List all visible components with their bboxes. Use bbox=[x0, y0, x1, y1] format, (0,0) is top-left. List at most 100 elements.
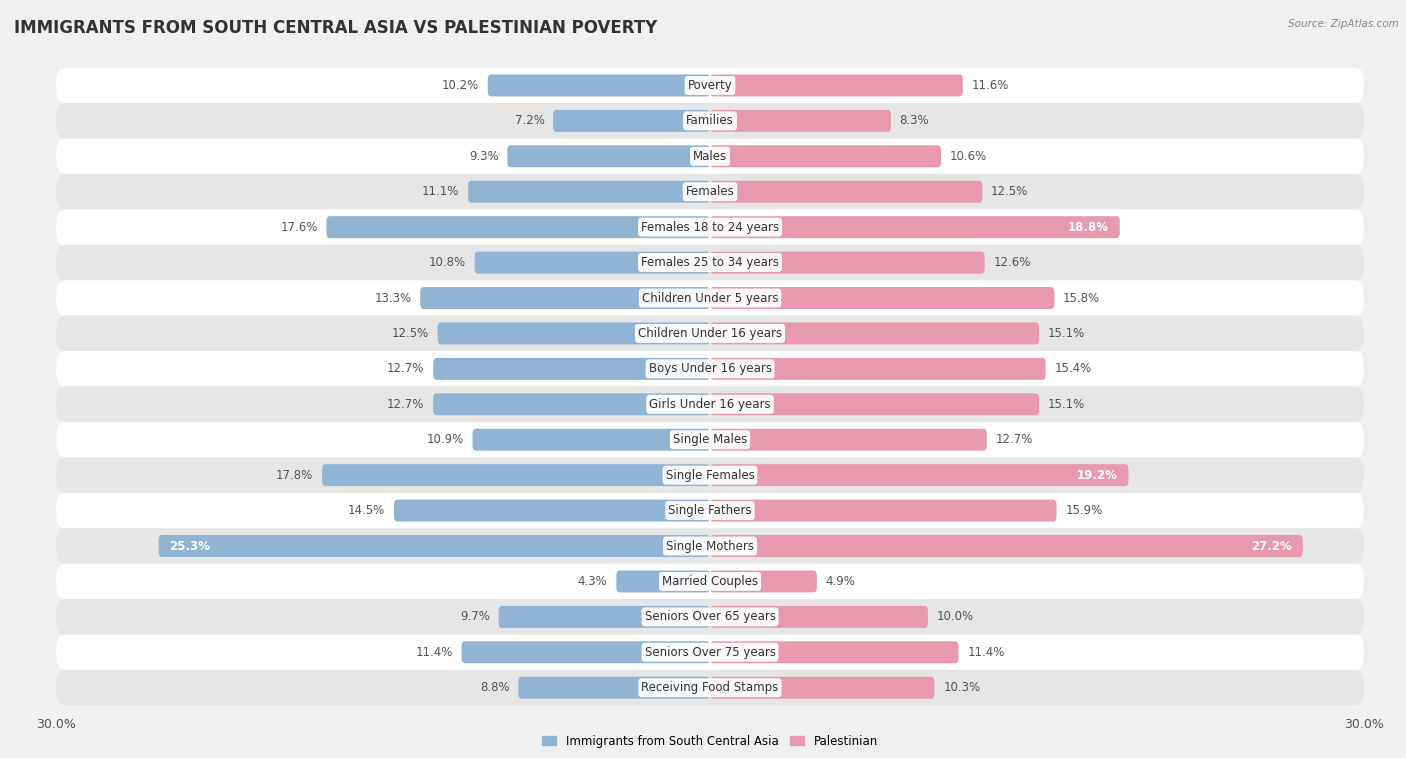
Text: 8.3%: 8.3% bbox=[900, 114, 929, 127]
Text: 7.2%: 7.2% bbox=[515, 114, 544, 127]
FancyBboxPatch shape bbox=[326, 216, 710, 238]
Text: Females: Females bbox=[686, 185, 734, 199]
FancyBboxPatch shape bbox=[710, 252, 984, 274]
Text: 12.7%: 12.7% bbox=[995, 434, 1033, 446]
FancyBboxPatch shape bbox=[56, 634, 1364, 670]
FancyBboxPatch shape bbox=[710, 571, 817, 593]
FancyBboxPatch shape bbox=[433, 358, 710, 380]
FancyBboxPatch shape bbox=[322, 464, 710, 486]
Text: Poverty: Poverty bbox=[688, 79, 733, 92]
FancyBboxPatch shape bbox=[56, 245, 1364, 280]
Text: Males: Males bbox=[693, 150, 727, 163]
Text: 4.9%: 4.9% bbox=[825, 575, 855, 588]
Text: Children Under 5 years: Children Under 5 years bbox=[641, 292, 779, 305]
FancyBboxPatch shape bbox=[710, 429, 987, 451]
Text: 15.4%: 15.4% bbox=[1054, 362, 1091, 375]
FancyBboxPatch shape bbox=[394, 500, 710, 522]
Text: Married Couples: Married Couples bbox=[662, 575, 758, 588]
FancyBboxPatch shape bbox=[710, 74, 963, 96]
FancyBboxPatch shape bbox=[56, 670, 1364, 706]
Text: 14.5%: 14.5% bbox=[349, 504, 385, 517]
Text: 4.3%: 4.3% bbox=[578, 575, 607, 588]
Text: 18.8%: 18.8% bbox=[1067, 221, 1109, 233]
Text: 15.8%: 15.8% bbox=[1063, 292, 1101, 305]
Text: 11.1%: 11.1% bbox=[422, 185, 460, 199]
Text: IMMIGRANTS FROM SOUTH CENTRAL ASIA VS PALESTINIAN POVERTY: IMMIGRANTS FROM SOUTH CENTRAL ASIA VS PA… bbox=[14, 19, 658, 37]
FancyBboxPatch shape bbox=[710, 500, 1056, 522]
FancyBboxPatch shape bbox=[616, 571, 710, 593]
FancyBboxPatch shape bbox=[56, 67, 1364, 103]
Text: 12.6%: 12.6% bbox=[993, 256, 1031, 269]
FancyBboxPatch shape bbox=[56, 103, 1364, 139]
Text: 13.3%: 13.3% bbox=[374, 292, 412, 305]
Text: 11.4%: 11.4% bbox=[416, 646, 453, 659]
FancyBboxPatch shape bbox=[710, 287, 1054, 309]
Text: 25.3%: 25.3% bbox=[170, 540, 211, 553]
Legend: Immigrants from South Central Asia, Palestinian: Immigrants from South Central Asia, Pale… bbox=[537, 730, 883, 752]
Text: 19.2%: 19.2% bbox=[1077, 468, 1118, 481]
FancyBboxPatch shape bbox=[710, 110, 891, 132]
FancyBboxPatch shape bbox=[420, 287, 710, 309]
Text: 10.9%: 10.9% bbox=[426, 434, 464, 446]
FancyBboxPatch shape bbox=[56, 174, 1364, 209]
Text: 17.6%: 17.6% bbox=[280, 221, 318, 233]
Text: 27.2%: 27.2% bbox=[1251, 540, 1292, 553]
FancyBboxPatch shape bbox=[710, 535, 1303, 557]
Text: Girls Under 16 years: Girls Under 16 years bbox=[650, 398, 770, 411]
Text: Single Mothers: Single Mothers bbox=[666, 540, 754, 553]
FancyBboxPatch shape bbox=[56, 351, 1364, 387]
Text: 9.7%: 9.7% bbox=[460, 610, 489, 623]
FancyBboxPatch shape bbox=[710, 146, 941, 168]
FancyBboxPatch shape bbox=[433, 393, 710, 415]
FancyBboxPatch shape bbox=[475, 252, 710, 274]
FancyBboxPatch shape bbox=[56, 387, 1364, 422]
FancyBboxPatch shape bbox=[710, 464, 1129, 486]
FancyBboxPatch shape bbox=[56, 280, 1364, 316]
FancyBboxPatch shape bbox=[56, 209, 1364, 245]
FancyBboxPatch shape bbox=[56, 316, 1364, 351]
FancyBboxPatch shape bbox=[437, 322, 710, 344]
FancyBboxPatch shape bbox=[488, 74, 710, 96]
Text: 15.1%: 15.1% bbox=[1047, 327, 1085, 340]
Text: Receiving Food Stamps: Receiving Food Stamps bbox=[641, 681, 779, 694]
FancyBboxPatch shape bbox=[710, 216, 1119, 238]
Text: Boys Under 16 years: Boys Under 16 years bbox=[648, 362, 772, 375]
Text: 11.6%: 11.6% bbox=[972, 79, 1010, 92]
Text: 12.5%: 12.5% bbox=[392, 327, 429, 340]
Text: Children Under 16 years: Children Under 16 years bbox=[638, 327, 782, 340]
FancyBboxPatch shape bbox=[56, 422, 1364, 457]
Text: 8.8%: 8.8% bbox=[479, 681, 509, 694]
FancyBboxPatch shape bbox=[472, 429, 710, 451]
FancyBboxPatch shape bbox=[56, 457, 1364, 493]
Text: 17.8%: 17.8% bbox=[276, 468, 314, 481]
FancyBboxPatch shape bbox=[56, 564, 1364, 599]
Text: Seniors Over 75 years: Seniors Over 75 years bbox=[644, 646, 776, 659]
Text: Single Females: Single Females bbox=[665, 468, 755, 481]
Text: Source: ZipAtlas.com: Source: ZipAtlas.com bbox=[1288, 19, 1399, 29]
FancyBboxPatch shape bbox=[710, 641, 959, 663]
FancyBboxPatch shape bbox=[56, 139, 1364, 174]
Text: Single Males: Single Males bbox=[673, 434, 747, 446]
Text: 10.3%: 10.3% bbox=[943, 681, 980, 694]
Text: 12.7%: 12.7% bbox=[387, 398, 425, 411]
FancyBboxPatch shape bbox=[553, 110, 710, 132]
FancyBboxPatch shape bbox=[710, 677, 935, 699]
FancyBboxPatch shape bbox=[710, 180, 983, 202]
Text: 11.4%: 11.4% bbox=[967, 646, 1004, 659]
FancyBboxPatch shape bbox=[159, 535, 710, 557]
Text: Females 18 to 24 years: Females 18 to 24 years bbox=[641, 221, 779, 233]
Text: 15.1%: 15.1% bbox=[1047, 398, 1085, 411]
Text: 12.5%: 12.5% bbox=[991, 185, 1028, 199]
FancyBboxPatch shape bbox=[461, 641, 710, 663]
FancyBboxPatch shape bbox=[56, 493, 1364, 528]
Text: 10.8%: 10.8% bbox=[429, 256, 465, 269]
FancyBboxPatch shape bbox=[56, 599, 1364, 634]
FancyBboxPatch shape bbox=[468, 180, 710, 202]
Text: 10.6%: 10.6% bbox=[950, 150, 987, 163]
FancyBboxPatch shape bbox=[710, 358, 1046, 380]
Text: Seniors Over 65 years: Seniors Over 65 years bbox=[644, 610, 776, 623]
Text: Females 25 to 34 years: Females 25 to 34 years bbox=[641, 256, 779, 269]
FancyBboxPatch shape bbox=[710, 322, 1039, 344]
FancyBboxPatch shape bbox=[508, 146, 710, 168]
Text: 9.3%: 9.3% bbox=[468, 150, 499, 163]
